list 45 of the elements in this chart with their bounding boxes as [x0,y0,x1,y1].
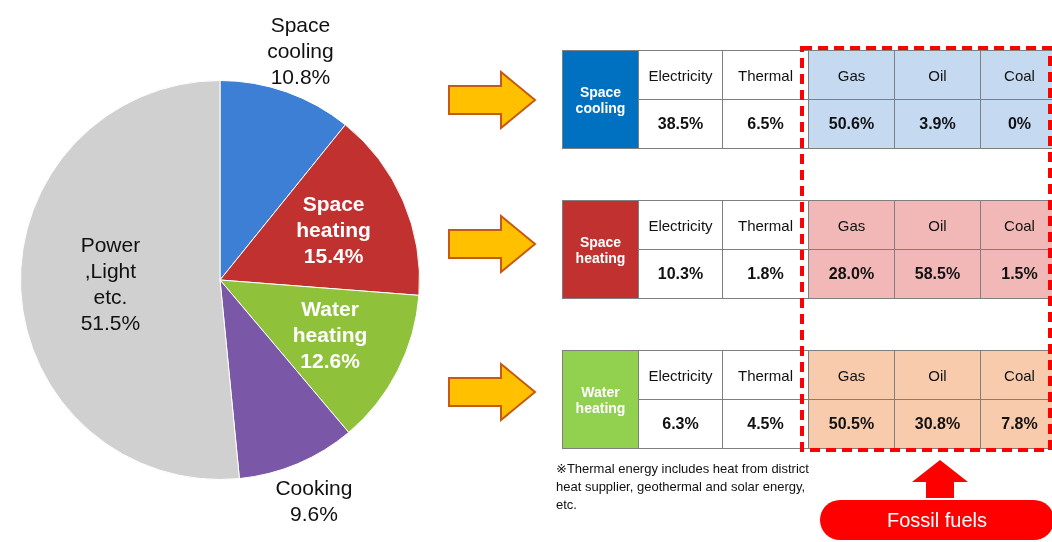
category-label: Coal [980,350,1052,400]
text: ※Thermal energy includes heat from district heat supplier, geothermal and solar energy, etc. [556,460,810,514]
slice-label: Space cooling [267,13,334,63]
data-label: 38.5% [638,99,723,149]
data-label: 1.8% [722,249,809,299]
category-label: Coal [980,200,1052,250]
data-label: 10.8% [270,65,331,89]
data-label: 4.5% [722,399,809,449]
data-label: 6.5% [722,99,809,149]
data-label: 1.5% [980,249,1052,299]
slice-label: Cooking [275,476,353,500]
category-label: Electricity [638,200,723,250]
category-label: Electricity [638,350,723,400]
data-label: 9.6% [289,502,338,526]
category-label: Gas [808,350,895,400]
category-label: Gas [808,200,895,250]
text: Space heating [574,233,627,266]
category-label: Thermal [722,350,809,400]
data-label: 50.5% [808,399,895,449]
data-label: 12.6% [300,349,361,373]
text: Fossil fuels [820,500,1052,540]
slice-label: Power ,Light etc. [80,233,141,309]
data-label: 28.0% [808,249,895,299]
data-label: 6.3% [638,399,723,449]
category-label: Gas [808,50,895,100]
data-label: 0% [980,99,1052,149]
data-label: 3.9% [894,99,981,149]
data-label: 10.3% [638,249,723,299]
data-label: 15.4% [303,243,364,267]
category-label: Oil [894,200,981,250]
category-label: Electricity [638,50,723,100]
data-label: 7.8% [980,399,1052,449]
slice-label: Space heating [296,191,371,241]
data-label: 58.5% [894,249,981,299]
slice-label: Water heating [292,297,368,347]
category-label: Thermal [722,50,809,100]
data-label: 51.5% [80,311,141,335]
text: Water heating [574,383,627,416]
data-label: 50.6% [808,99,895,149]
category-label: Coal [980,50,1052,100]
category-label: Oil [894,50,981,100]
category-label: Oil [894,350,981,400]
category-label: Thermal [722,200,809,250]
data-label: 30.8% [894,399,981,449]
text: Space cooling [574,83,627,116]
